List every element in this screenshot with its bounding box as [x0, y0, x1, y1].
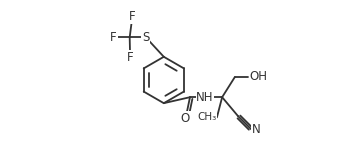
- Text: CH₃: CH₃: [197, 112, 216, 122]
- Text: F: F: [127, 51, 134, 64]
- Text: S: S: [142, 31, 150, 44]
- Text: N: N: [252, 123, 261, 136]
- Text: NH: NH: [196, 91, 214, 104]
- Text: OH: OH: [250, 71, 268, 84]
- Text: F: F: [129, 10, 136, 23]
- Text: F: F: [110, 31, 117, 44]
- Text: O: O: [181, 112, 190, 125]
